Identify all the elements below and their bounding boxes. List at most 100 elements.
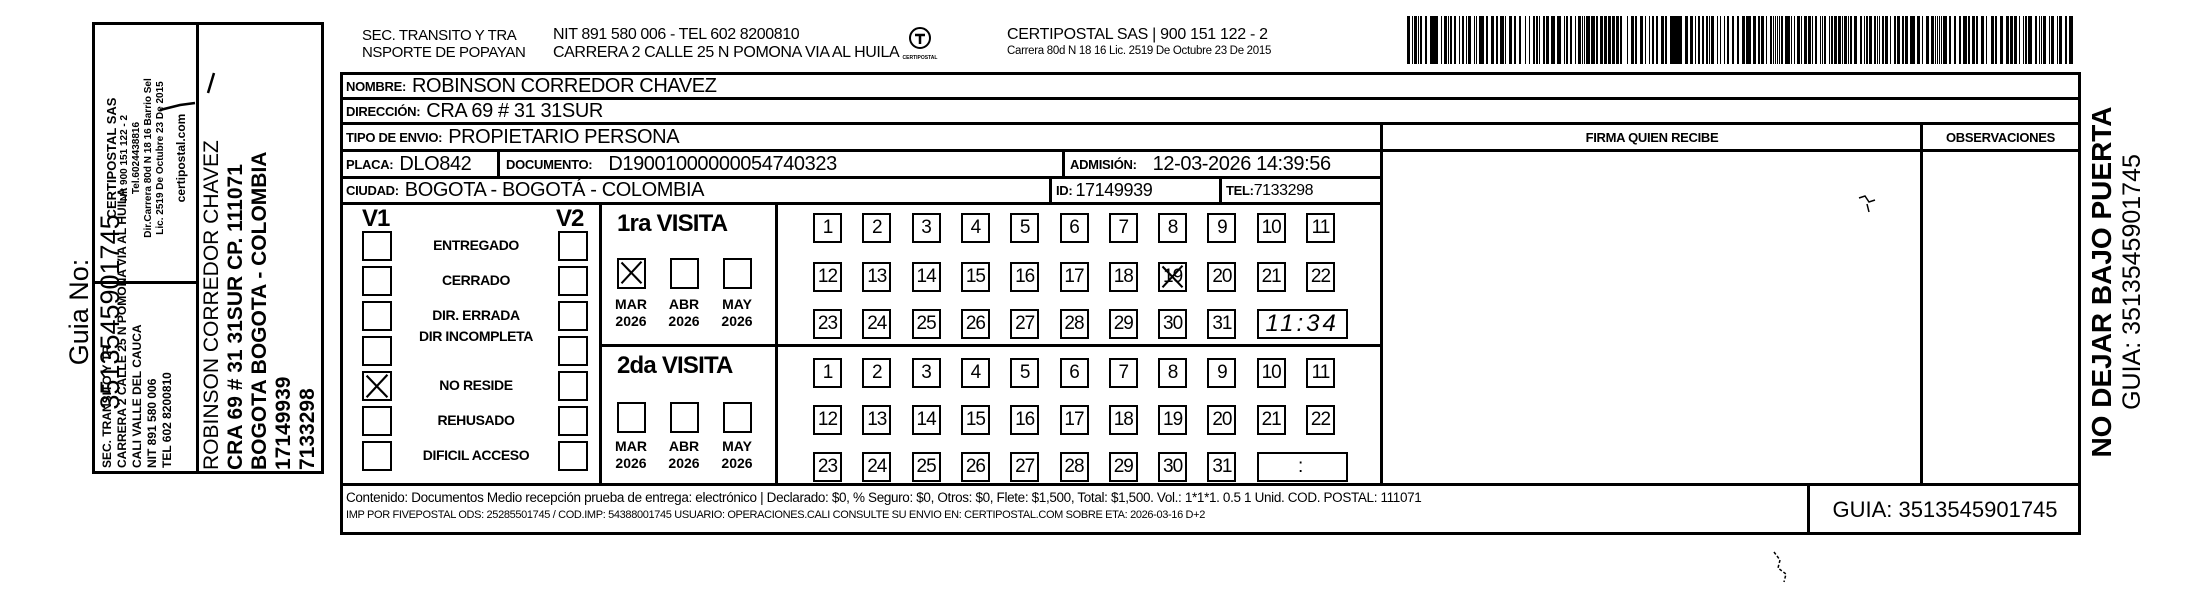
day-box[interactable]: 21 xyxy=(1256,405,1286,435)
status-v1-checkbox[interactable] xyxy=(362,371,392,401)
day-number: 11 xyxy=(1311,362,1331,383)
day-number: 25 xyxy=(916,456,937,477)
month-checkbox[interactable] xyxy=(617,402,646,433)
day-box[interactable]: 9 xyxy=(1207,213,1237,243)
day-box[interactable]: 21 xyxy=(1256,262,1286,292)
day-box[interactable]: 7 xyxy=(1108,213,1138,243)
day-box[interactable]: 30 xyxy=(1158,452,1188,482)
status-v2-checkbox[interactable] xyxy=(558,441,588,471)
day-box[interactable]: 5 xyxy=(1010,358,1040,388)
day-box[interactable]: 28 xyxy=(1059,309,1089,339)
day-box[interactable]: 6 xyxy=(1059,213,1089,243)
stub-recipient-line: 7133298 xyxy=(296,388,319,470)
barcode-bar xyxy=(1742,16,1745,64)
day-box[interactable]: 31 xyxy=(1207,309,1237,339)
month-checkbox[interactable] xyxy=(670,402,699,433)
day-box[interactable]: 22 xyxy=(1306,262,1335,292)
day-box[interactable]: 30 xyxy=(1158,309,1188,339)
row-divider xyxy=(340,149,2081,152)
day-box[interactable]: 3 xyxy=(911,358,941,388)
status-v1-checkbox[interactable] xyxy=(362,441,392,471)
status-v1-checkbox[interactable] xyxy=(362,301,392,331)
day-box[interactable]: 11 xyxy=(1306,358,1335,388)
barcode-bar xyxy=(1680,16,1682,64)
day-box[interactable]: 1 xyxy=(813,358,842,388)
day-box[interactable]: 10 xyxy=(1256,358,1286,388)
day-box[interactable]: 12 xyxy=(813,262,842,292)
month-checkbox[interactable] xyxy=(617,258,646,289)
day-box[interactable]: 22 xyxy=(1306,405,1335,435)
day-box[interactable]: 4 xyxy=(960,213,990,243)
day-box[interactable]: 8 xyxy=(1158,358,1188,388)
time-box[interactable]: 11:34 xyxy=(1256,309,1348,339)
day-box[interactable]: 28 xyxy=(1059,452,1089,482)
day-box[interactable]: 2 xyxy=(862,358,892,388)
day-box[interactable]: 9 xyxy=(1207,358,1237,388)
day-box[interactable]: 23 xyxy=(813,452,842,482)
day-box[interactable]: 13 xyxy=(862,405,892,435)
status-v2-checkbox[interactable] xyxy=(558,301,588,331)
day-number: 29 xyxy=(1113,313,1134,334)
day-box[interactable]: 19 xyxy=(1158,405,1188,435)
status-v1-checkbox[interactable] xyxy=(362,336,392,366)
day-box[interactable]: 29 xyxy=(1108,309,1138,339)
day-box[interactable]: 18 xyxy=(1108,405,1138,435)
day-box[interactable]: 15 xyxy=(960,262,990,292)
status-v1-checkbox[interactable] xyxy=(362,231,392,261)
day-box[interactable]: 18 xyxy=(1108,262,1138,292)
month-checkbox[interactable] xyxy=(723,258,752,289)
day-box[interactable]: 27 xyxy=(1010,309,1040,339)
day-box[interactable]: 5 xyxy=(1010,213,1040,243)
day-box[interactable]: 26 xyxy=(960,452,990,482)
day-box[interactable]: 29 xyxy=(1108,452,1138,482)
day-box[interactable]: 23 xyxy=(813,309,842,339)
day-box[interactable]: 10 xyxy=(1256,213,1286,243)
day-box[interactable]: 24 xyxy=(862,309,892,339)
status-v1-checkbox[interactable] xyxy=(362,406,392,436)
status-v2-checkbox[interactable] xyxy=(558,371,588,401)
day-box[interactable]: 12 xyxy=(813,405,842,435)
day-box[interactable]: 13 xyxy=(862,262,892,292)
day-box[interactable]: 17 xyxy=(1059,405,1089,435)
day-box[interactable]: 20 xyxy=(1207,405,1237,435)
day-box[interactable]: 7 xyxy=(1108,358,1138,388)
barcode-bar xyxy=(2069,16,2070,64)
barcode-bar xyxy=(1775,16,1776,64)
day-box[interactable]: 4 xyxy=(960,358,990,388)
day-box[interactable]: 11 xyxy=(1306,213,1335,243)
day-box[interactable]: 25 xyxy=(911,309,941,339)
barcode-bar xyxy=(1758,16,1760,64)
day-box[interactable]: 16 xyxy=(1010,262,1040,292)
certipostal-logo-icon: CERTIPOSTAL xyxy=(895,26,945,61)
day-box[interactable]: 2 xyxy=(862,213,892,243)
status-v2-checkbox[interactable] xyxy=(558,266,588,296)
day-box[interactable]: 27 xyxy=(1010,452,1040,482)
day-box[interactable]: 14 xyxy=(911,405,941,435)
day-box[interactable]: 19 xyxy=(1158,262,1188,292)
month-checkbox[interactable] xyxy=(670,258,699,289)
day-box[interactable]: 15 xyxy=(960,405,990,435)
day-box[interactable]: 14 xyxy=(911,262,941,292)
day-box[interactable]: 31 xyxy=(1207,452,1237,482)
day-box[interactable]: 6 xyxy=(1059,358,1089,388)
day-box[interactable]: 17 xyxy=(1059,262,1089,292)
day-box[interactable]: 26 xyxy=(960,309,990,339)
month-checkbox[interactable] xyxy=(723,402,752,433)
day-box[interactable]: 1 xyxy=(813,213,842,243)
status-v2-checkbox[interactable] xyxy=(558,336,588,366)
day-box[interactable]: 25 xyxy=(911,452,941,482)
barcode-bar xyxy=(1824,16,1826,64)
barcode-bar xyxy=(1866,16,1868,64)
col-divider xyxy=(1219,176,1222,204)
status-v2-checkbox[interactable] xyxy=(558,406,588,436)
status-v2-checkbox[interactable] xyxy=(558,231,588,261)
status-v1-checkbox[interactable] xyxy=(362,266,392,296)
day-box[interactable]: 16 xyxy=(1010,405,1040,435)
field-documento: DOCUMENTO: D19001000000054740323 xyxy=(506,151,837,177)
day-box[interactable]: 8 xyxy=(1158,213,1188,243)
barcode-bar xyxy=(1748,16,1751,64)
day-box[interactable]: 24 xyxy=(862,452,892,482)
day-box[interactable]: 3 xyxy=(911,213,941,243)
time-box[interactable]: : xyxy=(1256,452,1348,482)
day-box[interactable]: 20 xyxy=(1207,262,1237,292)
